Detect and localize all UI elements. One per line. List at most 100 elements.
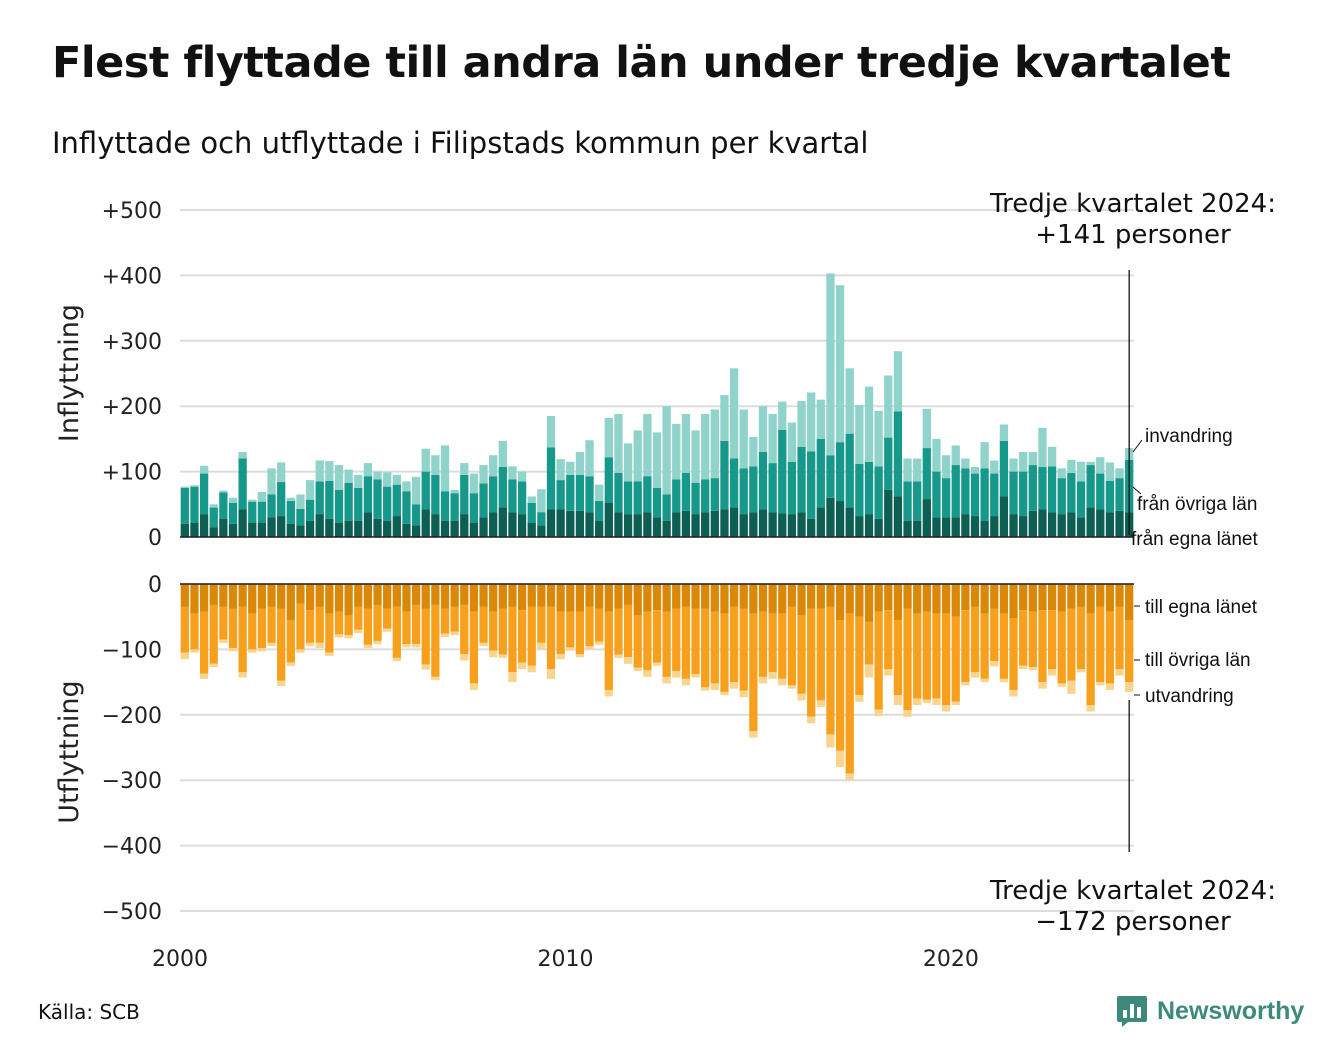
bar-in-ovriga: [739, 468, 748, 515]
bar-out-egna: [778, 584, 787, 614]
bar-in-invandring: [305, 480, 315, 500]
bar-out-utvandring: [286, 662, 295, 666]
bar-in-egna: [845, 507, 854, 537]
series-label-till-egna-lanet: till egna länet: [1145, 597, 1258, 618]
bar-out-egna: [758, 584, 768, 612]
bar-out-utvandring: [1096, 682, 1105, 686]
bar-out-ovriga: [633, 615, 642, 668]
bar-out-ovriga: [999, 613, 1009, 679]
bar-out-utvandring: [710, 683, 719, 690]
bar-in-invandring: [1028, 451, 1037, 466]
bar-in-invandring: [402, 481, 411, 492]
bar-in-egna: [199, 514, 209, 537]
bar-out-utvandring: [1125, 682, 1134, 692]
bar-in-ovriga: [835, 442, 845, 502]
bar-in-ovriga: [257, 501, 267, 523]
bar-out-ovriga: [527, 606, 536, 666]
bar-out-ovriga: [913, 613, 922, 699]
bar-in-invandring: [1115, 468, 1124, 479]
bar-out-utvandring: [1115, 669, 1124, 676]
bar-in-egna: [392, 516, 401, 537]
bar-out-egna: [305, 584, 315, 611]
bar-out-ovriga: [585, 606, 594, 647]
bar-in-ovriga: [248, 501, 257, 523]
bar-out-egna: [787, 584, 797, 607]
bar-in-ovriga: [363, 476, 373, 513]
bar-out-egna: [729, 584, 739, 607]
bar-out-egna: [999, 584, 1009, 614]
bar-out-ovriga: [595, 608, 604, 642]
bar-in-invandring: [749, 436, 758, 467]
bar-in-ovriga: [460, 474, 469, 515]
y-tick-label-in: +300: [102, 330, 162, 355]
bar-in-ovriga: [1047, 466, 1057, 513]
bar-out-utvandring: [180, 652, 189, 660]
bar-out-utvandring: [903, 710, 912, 717]
bar-out-utvandring: [681, 678, 691, 686]
bar-out-egna: [325, 584, 334, 614]
bar-in-egna: [566, 510, 575, 537]
bar-out-utvandring: [209, 663, 218, 668]
bar-in-egna: [334, 522, 344, 537]
bar-out-egna: [479, 584, 488, 607]
bar-in-egna: [913, 520, 922, 537]
bar-out-ovriga: [421, 608, 430, 665]
bar-out-utvandring: [980, 678, 989, 683]
bar-in-invandring: [758, 406, 768, 452]
bar-in-invandring: [199, 465, 209, 474]
bar-out-ovriga: [845, 613, 854, 774]
bar-out-egna: [816, 584, 825, 609]
bar-out-ovriga: [1105, 611, 1115, 684]
bar-in-invandring: [431, 455, 440, 475]
bar-in-egna: [874, 518, 883, 537]
bar-out-egna: [296, 584, 305, 604]
bar-in-invandring: [1038, 427, 1047, 468]
bar-in-invandring: [575, 451, 585, 475]
bar-in-invandring: [190, 485, 199, 487]
bar-out-ovriga: [643, 611, 652, 671]
bar-in-invandring: [787, 422, 797, 462]
bar-out-utvandring: [363, 644, 373, 649]
bar-out-ovriga: [1115, 606, 1124, 670]
bar-out-ovriga: [778, 613, 787, 679]
bar-in-invandring: [354, 474, 363, 488]
bar-out-utvandring: [566, 647, 575, 651]
bar-out-egna: [517, 584, 527, 611]
x-tick-label: 2000: [152, 947, 208, 972]
bar-in-invandring: [701, 414, 710, 480]
bar-out-utvandring: [990, 661, 999, 667]
newsworthy-logo[interactable]: Newsworthy: [1116, 994, 1304, 1028]
bar-in-ovriga: [277, 482, 286, 517]
bar-out-utvandring: [1038, 682, 1047, 689]
bar-in-ovriga: [662, 494, 671, 521]
bar-out-utvandring: [826, 734, 835, 748]
bar-out-egna: [633, 584, 642, 616]
bar-out-egna: [980, 584, 989, 614]
bar-in-ovriga: [758, 451, 768, 510]
bar-in-egna: [498, 507, 507, 537]
bar-out-utvandring: [469, 683, 479, 690]
bar-out-utvandring: [633, 667, 642, 671]
bar-in-invandring: [826, 273, 835, 456]
bar-out-egna: [411, 584, 421, 605]
bar-out-egna: [595, 584, 604, 609]
annotation-out-line2: −172 personer: [1035, 907, 1231, 937]
bar-in-egna: [1115, 510, 1124, 537]
bar-in-egna: [1057, 514, 1066, 537]
bar-out-egna: [209, 584, 218, 605]
bar-in-egna: [489, 512, 498, 537]
bar-in-egna: [903, 520, 912, 537]
bar-out-egna: [903, 584, 912, 609]
bar-in-ovriga: [768, 463, 777, 513]
bar-in-egna: [729, 507, 739, 537]
bar-in-ovriga: [392, 484, 401, 517]
bar-out-egna: [941, 584, 951, 614]
bar-out-egna: [970, 584, 980, 607]
bar-in-ovriga: [845, 433, 854, 508]
bar-out-egna: [373, 584, 382, 605]
bar-in-egna: [228, 523, 238, 537]
bar-out-ovriga: [1086, 613, 1095, 705]
bar-in-egna: [1096, 509, 1105, 537]
bar-out-ovriga: [922, 611, 931, 700]
bar-out-ovriga: [469, 611, 479, 684]
